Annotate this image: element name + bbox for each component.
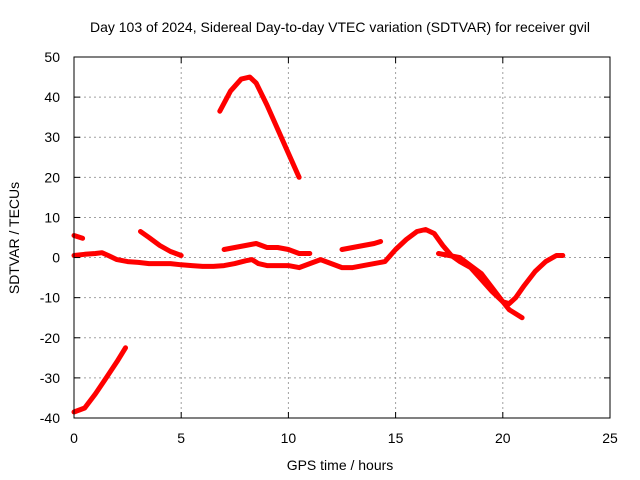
x-tick-labels: 0 5 10 15 20 25 bbox=[70, 430, 618, 446]
series-line-segment-a bbox=[71, 233, 86, 241]
series-line-segment-d bbox=[217, 74, 302, 180]
x-tick-label: 15 bbox=[388, 430, 404, 446]
y-tick-label: -40 bbox=[40, 410, 60, 426]
y-axis-title: SDTVAR / TECUs bbox=[6, 182, 22, 294]
y-tick-label: 10 bbox=[44, 209, 60, 225]
y-tick-label: 50 bbox=[44, 49, 60, 65]
x-tick-label: 5 bbox=[177, 430, 185, 446]
series-line-main-trace bbox=[71, 227, 566, 307]
axis-ticks bbox=[73, 56, 611, 419]
y-tick-label: 0 bbox=[52, 250, 60, 266]
y-tick-label: 30 bbox=[44, 129, 60, 145]
series-line-segment-f bbox=[339, 239, 384, 252]
y-tick-label: 40 bbox=[44, 89, 60, 105]
x-tick-label: 0 bbox=[70, 430, 78, 446]
grid bbox=[74, 57, 610, 418]
series-line-segment-g bbox=[436, 251, 525, 321]
y-tick-label: -10 bbox=[40, 290, 60, 306]
x-tick-label: 10 bbox=[281, 430, 297, 446]
y-tick-label: -20 bbox=[40, 330, 60, 346]
y-tick-label: 20 bbox=[44, 169, 60, 185]
series-line-segment-c bbox=[138, 229, 184, 258]
x-tick-label: 20 bbox=[495, 430, 511, 446]
x-axis-title: GPS time / hours bbox=[287, 457, 394, 473]
chart-title: Day 103 of 2024, Sidereal Day-to-day VTE… bbox=[90, 19, 590, 35]
y-tick-label: -30 bbox=[40, 370, 60, 386]
series-line-segment-e bbox=[221, 241, 313, 256]
x-tick-label: 25 bbox=[602, 430, 618, 446]
plot-frame bbox=[73, 56, 611, 419]
series-layer bbox=[71, 74, 566, 415]
series-line-segment-b bbox=[71, 345, 128, 415]
y-tick-labels: -40 -30 -20 -10 0 10 20 30 40 50 bbox=[40, 49, 60, 426]
